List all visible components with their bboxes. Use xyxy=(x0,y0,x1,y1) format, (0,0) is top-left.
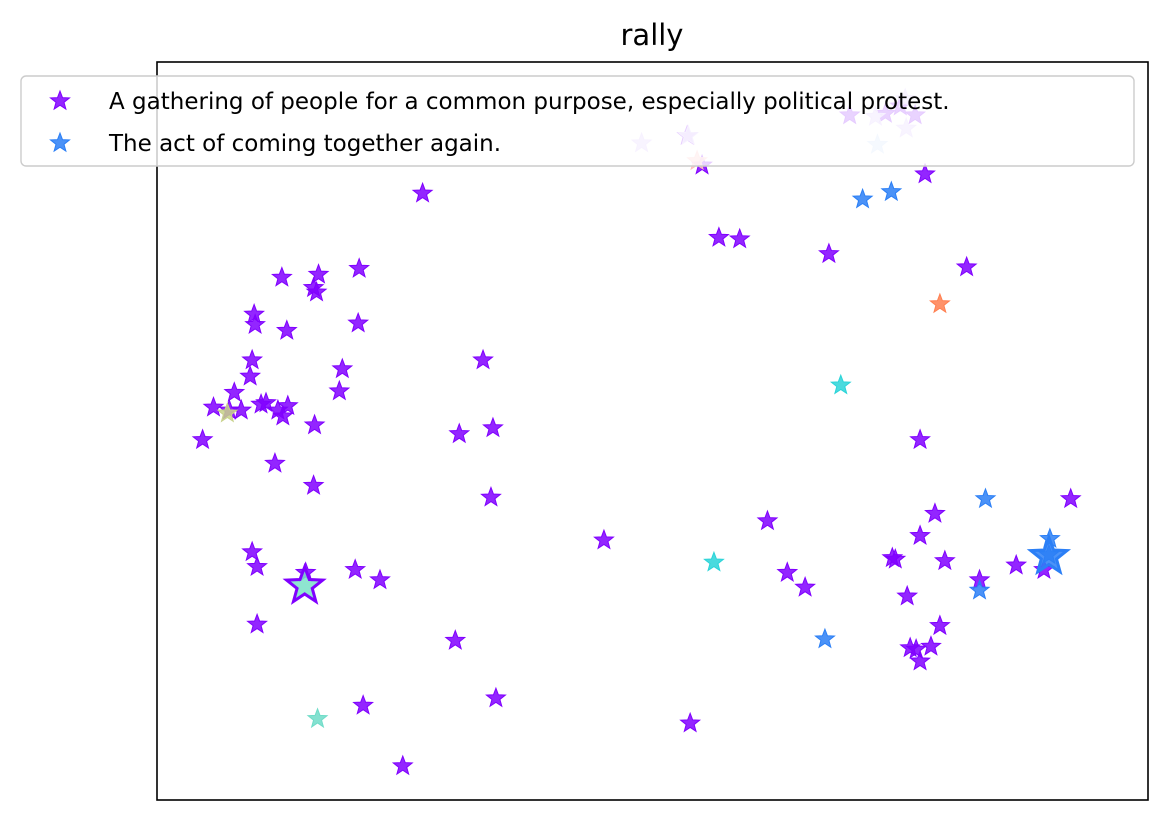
data-point-s0-22 xyxy=(276,394,299,416)
data-point-s0-21 xyxy=(271,404,294,426)
data-point-s0-54 xyxy=(756,509,779,531)
data-point-s0-52 xyxy=(955,255,978,277)
data-point-s0-12 xyxy=(331,357,354,379)
data-point-s0-50 xyxy=(728,227,751,249)
data-point-s1-5 xyxy=(814,627,836,649)
data-point-s0-69 xyxy=(905,638,927,659)
legend-marker-coming-together xyxy=(49,131,71,153)
legend: A gathering of people for a common purpo… xyxy=(20,75,1135,167)
data-point-s0-26 xyxy=(302,474,325,495)
data-point-s0-34 xyxy=(482,416,504,438)
data-point-s0-58 xyxy=(884,547,907,569)
data-point-s0-49 xyxy=(708,226,730,247)
data-point-s6-0 xyxy=(829,373,852,395)
data-point-s0-59 xyxy=(933,549,956,571)
data-point-s0-6 xyxy=(347,311,370,333)
data-point-s0-36 xyxy=(593,528,615,550)
highlight-point-1 xyxy=(1026,533,1072,576)
data-point-s0-48 xyxy=(914,162,936,184)
data-point-s0-67 xyxy=(929,614,951,636)
data-point-s0-2 xyxy=(307,263,330,284)
data-point-s0-41 xyxy=(679,711,702,733)
data-point-s0-19 xyxy=(255,391,277,413)
legend-star-gathering xyxy=(49,89,71,111)
data-point-s0-33 xyxy=(448,422,471,444)
data-point-s0-8 xyxy=(244,313,266,334)
data-point-s0-66 xyxy=(1059,487,1082,509)
data-point-s0-35 xyxy=(480,485,502,507)
data-point-s7-0 xyxy=(216,401,239,423)
data-point-s0-53 xyxy=(909,428,931,450)
data-point-s1-2 xyxy=(974,487,997,509)
data-point-s6-1 xyxy=(703,550,725,572)
data-point-s0-5 xyxy=(305,280,328,302)
data-point-s0-24 xyxy=(303,413,326,435)
data-point-s0-71 xyxy=(909,649,931,671)
data-point-s0-32 xyxy=(472,348,494,370)
data-point-s0-15 xyxy=(223,381,246,402)
data-point-s0-31 xyxy=(246,612,268,634)
data-point-s0-70 xyxy=(920,635,942,656)
data-point-s0-40 xyxy=(391,754,414,776)
data-point-s0-51 xyxy=(818,242,840,264)
data-point-s0-0 xyxy=(411,181,434,203)
data-point-s0-27 xyxy=(241,540,264,562)
data-point-s0-11 xyxy=(239,364,262,386)
data-point-s0-4 xyxy=(348,257,371,278)
legend-label-gathering: A gathering of people for a common purpo… xyxy=(109,89,950,115)
plot-area xyxy=(156,61,1149,801)
data-point-s0-25 xyxy=(264,452,286,473)
data-point-s0-29 xyxy=(344,558,367,579)
data-point-s5-0 xyxy=(929,292,951,314)
data-point-s0-38 xyxy=(485,686,507,708)
data-point-s0-61 xyxy=(794,576,816,597)
data-point-s0-14 xyxy=(202,395,225,417)
data-point-s0-55 xyxy=(924,502,946,523)
data-point-s1-0 xyxy=(851,187,874,209)
legend-marker-gathering xyxy=(49,89,71,111)
data-point-s0-39 xyxy=(352,694,374,715)
data-point-s0-9 xyxy=(275,319,298,340)
data-point-s0-23 xyxy=(191,428,214,450)
data-point-s8-0 xyxy=(306,707,329,729)
data-point-s0-30 xyxy=(369,568,391,590)
data-point-s0-60 xyxy=(776,561,799,582)
legend-label-coming-together: The act of coming together again. xyxy=(108,131,501,157)
data-point-s0-17 xyxy=(230,398,253,420)
highlight-point-0 xyxy=(282,562,327,605)
data-point-s0-1 xyxy=(271,266,293,287)
data-point-s0-10 xyxy=(241,348,264,370)
data-point-s0-13 xyxy=(328,379,351,401)
data-point-s0-28 xyxy=(246,555,268,577)
data-point-s0-37 xyxy=(444,629,467,650)
data-point-s0-56 xyxy=(909,524,931,546)
legend-star-coming-together xyxy=(49,131,71,153)
legend-box xyxy=(20,75,1135,167)
chart-title: rally xyxy=(621,18,684,52)
data-point-s1-4 xyxy=(968,578,991,600)
data-point-s0-62 xyxy=(896,584,919,606)
data-point-s1-1 xyxy=(880,180,903,202)
data-point-s0-64 xyxy=(1005,553,1028,575)
